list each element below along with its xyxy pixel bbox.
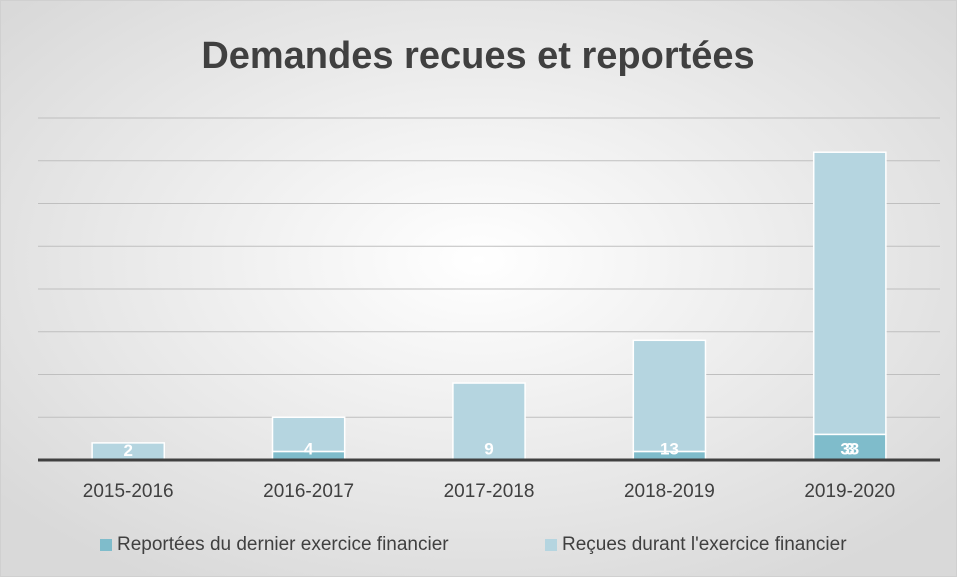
x-tick-label: 2018-2019 [624, 481, 715, 502]
chart-title: Demandes recues et reportées [201, 35, 754, 77]
data-label: 9 [484, 439, 493, 458]
legend-swatch [100, 539, 112, 551]
bar-segment [812, 433, 887, 461]
data-label: 33 [840, 439, 859, 458]
legend-swatch [545, 539, 557, 551]
data-label: 3 [845, 439, 854, 458]
data-label: 13 [660, 439, 679, 458]
x-tick-label: 2016-2017 [263, 481, 354, 502]
bar-segment [271, 416, 346, 453]
x-tick-label: 2015-2016 [83, 481, 174, 502]
data-label: 4 [304, 439, 314, 458]
x-tick-label: 2017-2018 [444, 481, 535, 502]
data-label: 2 [123, 441, 132, 460]
legend-label: Reportées du dernier exercice financier [117, 534, 449, 555]
legend-label: Reçues durant l'exercice financier [562, 534, 847, 555]
x-tick-label: 2019-2020 [804, 481, 895, 502]
bar-segment [632, 339, 707, 453]
bar-segment [452, 382, 526, 461]
bar-segment [812, 151, 887, 436]
